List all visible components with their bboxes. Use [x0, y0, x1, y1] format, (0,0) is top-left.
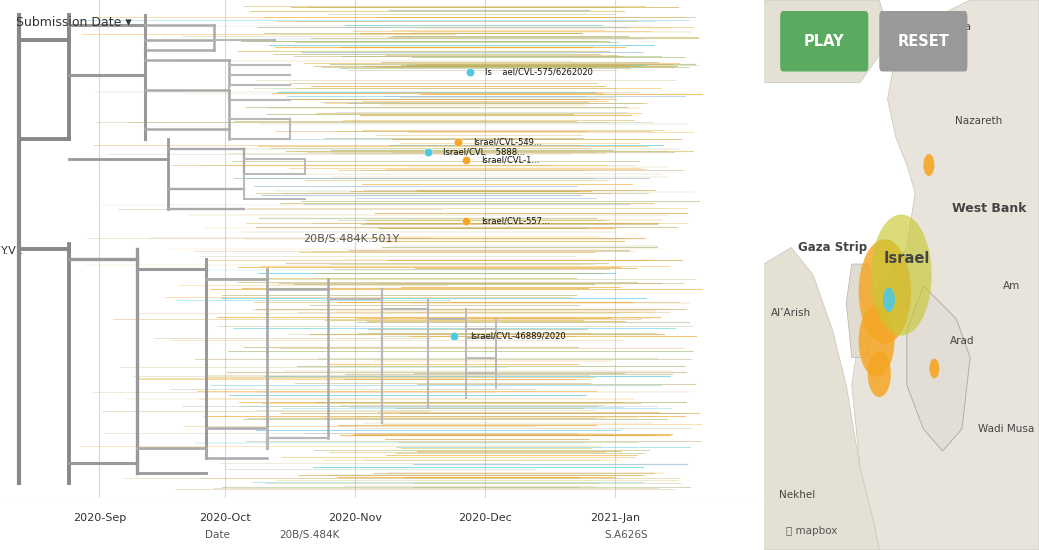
Text: Nazareth: Nazareth: [955, 116, 1002, 126]
Text: Is    ael/CVL-575/6262020: Is ael/CVL-575/6262020: [485, 68, 593, 76]
Text: 2020-Sep: 2020-Sep: [73, 513, 126, 522]
Text: Nekhel: Nekhel: [778, 490, 815, 500]
Text: 2021-Jan: 2021-Jan: [590, 513, 640, 522]
Text: Saida: Saida: [942, 23, 970, 32]
Text: Ⓜ mapbox: Ⓜ mapbox: [785, 526, 837, 536]
FancyBboxPatch shape: [780, 11, 869, 72]
FancyBboxPatch shape: [879, 11, 967, 72]
Text: Submission Date ▾: Submission Date ▾: [16, 16, 131, 30]
Text: PLAY: PLAY: [804, 34, 845, 49]
Text: 2020-Dec: 2020-Dec: [458, 513, 512, 522]
Text: Israel/CVL-549...: Israel/CVL-549...: [474, 138, 542, 146]
Circle shape: [868, 351, 890, 397]
Text: Date: Date: [206, 530, 230, 540]
Polygon shape: [852, 0, 1039, 550]
Text: Arad: Arad: [950, 336, 975, 346]
Circle shape: [858, 305, 895, 377]
Text: 2020-Oct: 2020-Oct: [199, 513, 251, 522]
Text: Israel/CVL-46889/2020: Israel/CVL-46889/2020: [470, 332, 565, 340]
Text: S.A626S: S.A626S: [605, 530, 648, 540]
Circle shape: [930, 359, 939, 378]
Text: Israel/CVL-1...: Israel/CVL-1...: [481, 156, 539, 165]
Polygon shape: [764, 0, 887, 82]
Text: West Bank: West Bank: [952, 202, 1027, 216]
Text: Israel/CVL    5888...: Israel/CVL 5888...: [443, 147, 525, 156]
Text: 20B/S.484K: 20B/S.484K: [279, 530, 340, 540]
Circle shape: [871, 214, 932, 336]
Text: 2020-Nov: 2020-Nov: [328, 513, 382, 522]
Circle shape: [924, 154, 934, 176]
Text: Am: Am: [1003, 281, 1020, 291]
Polygon shape: [907, 286, 970, 451]
Polygon shape: [846, 264, 874, 358]
Circle shape: [883, 288, 895, 312]
Text: Y.V1: Y.V1: [1, 246, 24, 256]
Text: Gaza Strip: Gaza Strip: [798, 241, 868, 254]
Polygon shape: [764, 248, 879, 550]
Text: 20B/S.484K.501Y: 20B/S.484K.501Y: [303, 234, 399, 244]
Circle shape: [858, 239, 911, 344]
Text: Al’Arish: Al’Arish: [771, 309, 811, 318]
Text: Wadi Musa: Wadi Musa: [978, 424, 1034, 434]
Text: Israel: Israel: [883, 251, 930, 266]
Text: Israel/CVL-557...: Israel/CVL-557...: [481, 217, 550, 226]
Text: RESET: RESET: [898, 34, 950, 49]
